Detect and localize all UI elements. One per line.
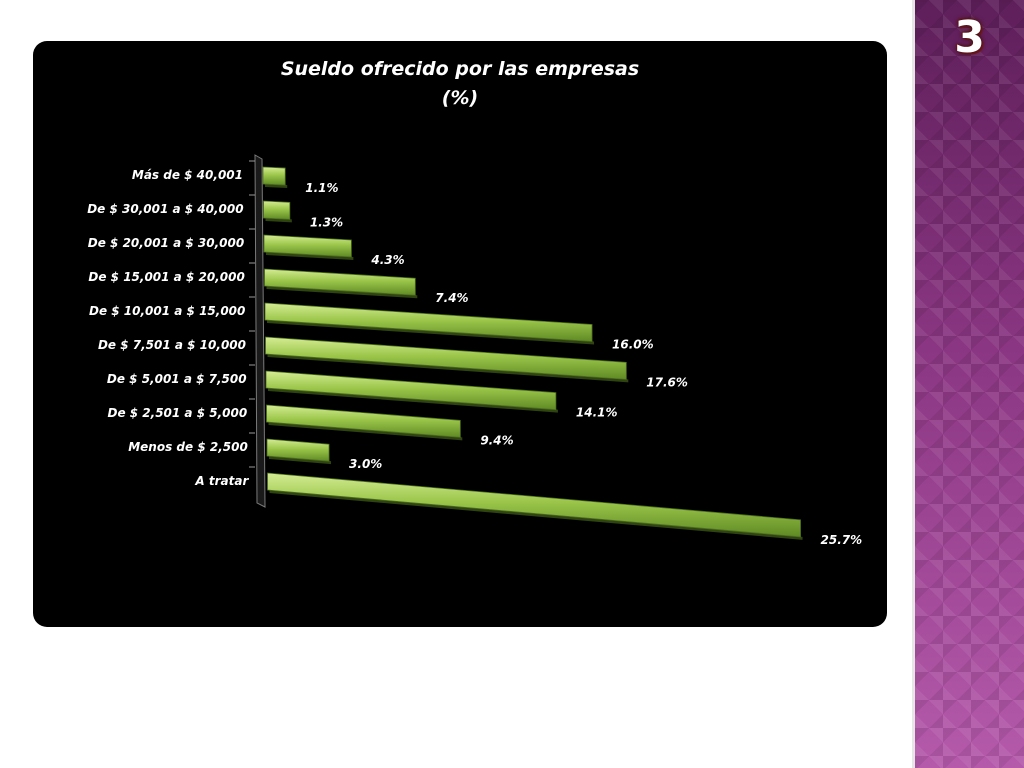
- bar: [263, 200, 291, 220]
- bar-depth: [268, 388, 558, 413]
- chart-title-line2: (%): [441, 87, 479, 109]
- chart-panel: Sueldo ofrecido por las empresas (%) Más…: [33, 41, 887, 627]
- bar-depth: [266, 286, 418, 299]
- value-label: 7.4%: [435, 291, 468, 305]
- value-label: 14.1%: [576, 406, 618, 420]
- category-label: De $ 20,001 a $ 30,000: [88, 236, 244, 250]
- bar: [265, 336, 627, 380]
- value-label: 9.4%: [480, 433, 513, 447]
- value-label: 16.0%: [612, 338, 654, 352]
- bar: [264, 268, 416, 296]
- bar: [267, 472, 801, 538]
- category-label: Menos de $ 2,500: [128, 440, 248, 454]
- category-label: De $ 10,001 a $ 15,000: [89, 304, 245, 318]
- bar-depth: [267, 354, 629, 383]
- category-label: Más de $ 40,001: [132, 168, 243, 182]
- bar-depth: [266, 252, 354, 260]
- chart-title: Sueldo ofrecido por las empresas (%): [33, 55, 887, 113]
- value-label: 17.6%: [646, 375, 688, 389]
- axis-wall: [254, 154, 266, 508]
- bar: [266, 438, 330, 462]
- bar-depth: [269, 490, 803, 540]
- chart-title-line1: Sueldo ofrecido por las empresas: [280, 58, 640, 80]
- slide-number: 3: [954, 12, 985, 63]
- bar-depth: [268, 422, 463, 441]
- category-label: De $ 2,501 a $ 5,000: [107, 406, 247, 420]
- value-label: 3.0%: [349, 457, 382, 471]
- side-panel: 3: [912, 0, 1024, 768]
- value-label: 4.3%: [370, 253, 404, 267]
- bar-depth: [269, 456, 332, 465]
- bar: [262, 166, 286, 186]
- category-label: De $ 30,001 a $ 40,000: [87, 202, 243, 216]
- category-label: De $ 5,001 a $ 7,500: [107, 372, 247, 386]
- bar: [263, 234, 352, 258]
- bar: [266, 404, 461, 438]
- category-label: A tratar: [194, 474, 249, 488]
- category-label: De $ 15,001 a $ 20,000: [88, 270, 244, 284]
- value-label: 1.3%: [310, 215, 343, 229]
- bar: [264, 302, 593, 342]
- category-label: De $ 7,501 a $ 10,000: [98, 338, 246, 352]
- bar-chart: Más de $ 40,001 1.1% De $ 30,001 a $ 40,00…: [87, 154, 863, 547]
- value-label: 25.7%: [821, 533, 863, 547]
- value-label: 1.1%: [305, 181, 338, 195]
- bar-depth: [267, 320, 595, 345]
- bar: [265, 370, 557, 411]
